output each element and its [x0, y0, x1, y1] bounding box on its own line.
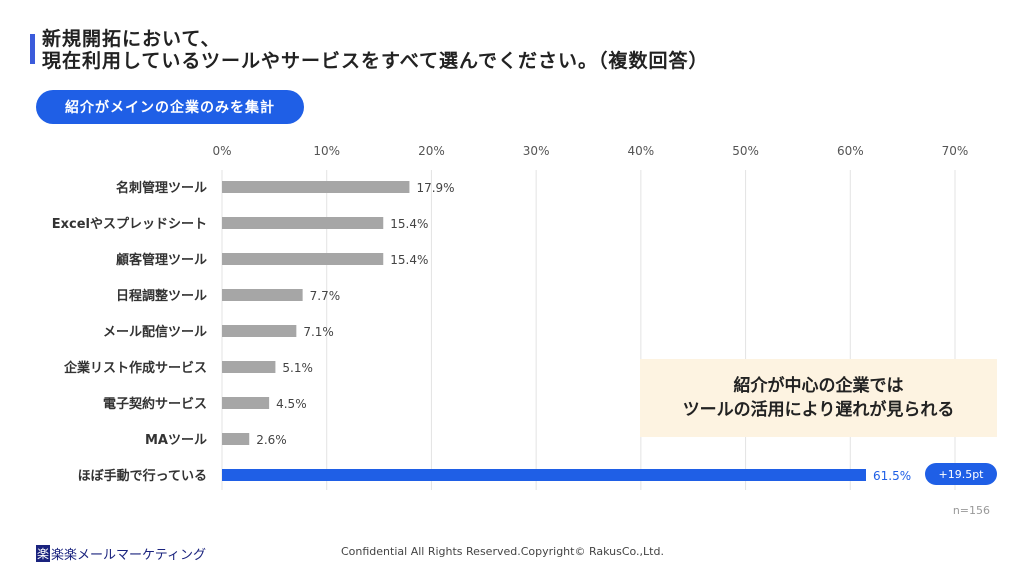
difference-badge-text: +19.5pt — [938, 468, 984, 481]
data-label: 5.1% — [282, 361, 313, 375]
sample-size: n=156 — [952, 504, 990, 517]
callout-line-2: ツールの活用により遅れが見られる — [682, 400, 955, 420]
x-tick-label: 10% — [313, 144, 340, 158]
title-line-1: 新規開拓において、 — [42, 28, 221, 50]
data-label: 15.4% — [390, 217, 428, 231]
data-label: 2.6% — [256, 433, 287, 447]
x-tick-label: 40% — [628, 144, 655, 158]
x-tick-label: 0% — [212, 144, 231, 158]
x-tick-label: 50% — [732, 144, 759, 158]
x-tick-label: 60% — [837, 144, 864, 158]
bar — [222, 217, 384, 229]
data-label: 4.5% — [276, 397, 307, 411]
category-label: 企業リスト作成サービス — [63, 360, 207, 376]
category-label: MAツール — [145, 433, 207, 448]
copyright: Confidential All Rights Reserved.Copyrig… — [341, 545, 664, 558]
category-label: ほぼ手動で行っている — [78, 468, 207, 484]
filter-badge: 紹介がメインの企業のみを集計 — [36, 90, 304, 124]
logo-mark: 楽 — [36, 545, 51, 562]
page-title: 新規開拓において、 現在利用しているツールやサービスをすべて選んでください。（複… — [42, 28, 709, 72]
bar — [222, 469, 866, 481]
data-label: 61.5% — [873, 469, 911, 483]
title-accent-bar — [30, 34, 35, 64]
bar — [222, 361, 276, 373]
company-logo: 楽楽楽メールマーケティング — [36, 544, 206, 563]
bar — [222, 433, 250, 445]
logo-text: 楽楽メールマーケティング — [51, 548, 206, 563]
callout-box: 紹介が中心の企業では ツールの活用により遅れが見られる — [640, 359, 997, 437]
data-label: 7.1% — [303, 325, 334, 339]
bar — [222, 397, 270, 409]
difference-badge — [925, 463, 997, 485]
x-tick-label: 30% — [523, 144, 550, 158]
category-label: メール配信ツール — [103, 324, 207, 340]
x-tick-label: 70% — [942, 144, 969, 158]
title-line-2: 現在利用しているツールやサービスをすべて選んでください。（複数回答） — [42, 50, 709, 72]
callout-line-1: 紹介が中心の企業では — [733, 376, 904, 396]
bar — [222, 253, 384, 265]
x-tick-label: 20% — [418, 144, 445, 158]
data-label: 17.9% — [416, 181, 454, 195]
bar — [222, 289, 303, 301]
category-label: 名刺管理ツール — [116, 180, 207, 196]
bar — [222, 325, 297, 337]
category-label: Excelやスプレッドシート — [52, 217, 207, 232]
bar — [222, 181, 410, 193]
category-label: 顧客管理ツール — [116, 252, 207, 268]
category-label: 電子契約サービス — [103, 396, 207, 412]
data-label: 7.7% — [310, 289, 341, 303]
category-label: 日程調整ツール — [116, 288, 207, 304]
data-label: 15.4% — [390, 253, 428, 267]
